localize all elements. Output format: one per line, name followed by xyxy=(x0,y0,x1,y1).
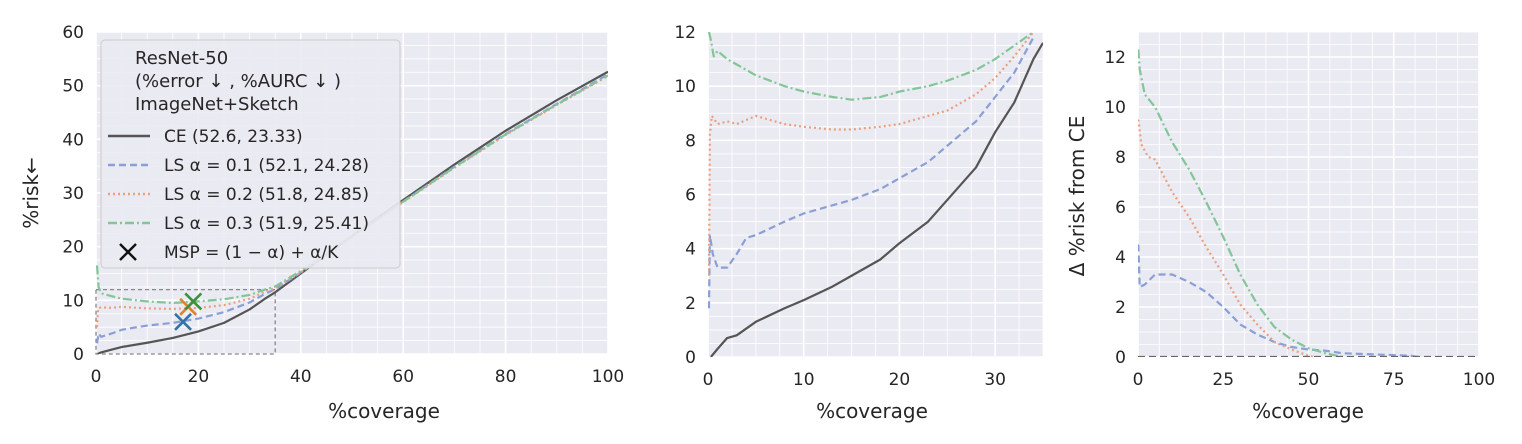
y-tick-labels: 0 2 4 6 8 10 12 xyxy=(674,23,696,368)
risk-coverage-chart-zoom: 0 10 20 30 0 2 4 6 8 10 12 %coverage xyxy=(674,23,1044,423)
y-tick-label: 0 xyxy=(73,345,84,365)
y-tick-labels: 0 2 4 6 8 10 12 xyxy=(1104,48,1126,368)
y-tick-label: 2 xyxy=(1115,298,1126,318)
y-tick-label: 12 xyxy=(1104,48,1126,68)
gridlines xyxy=(707,31,1044,358)
y-tick-label: 8 xyxy=(685,131,696,151)
series-lines xyxy=(1138,49,1479,357)
x-tick-label: 0 xyxy=(703,370,714,390)
delta-risk-chart: 0 25 50 75 100 0 2 4 6 8 10 12 %coverage Δ %risk f… xyxy=(1065,31,1496,423)
x-tick-labels: 0 20 40 60 80 100 xyxy=(91,367,625,387)
x-axis-label: %coverage xyxy=(328,399,440,423)
series-line-ls03 xyxy=(708,32,1035,101)
y-tick-label: 10 xyxy=(62,291,84,311)
x-tick-label: 40 xyxy=(290,367,312,387)
legend-label: LS α = 0.1 (52.1, 24.28) xyxy=(164,156,369,176)
y-tick-label: 0 xyxy=(685,348,696,368)
x-tick-label: 0 xyxy=(91,367,102,387)
legend-entry-ce: CE (52.6, 23.33) xyxy=(108,127,303,147)
y-axis-label: %risk← xyxy=(19,157,43,229)
series-line-ce xyxy=(710,42,1043,357)
msp-markers xyxy=(174,292,203,331)
x-axis-label: %coverage xyxy=(816,399,928,423)
x-tick-label: 20 xyxy=(889,370,911,390)
msp-marker-msp03 xyxy=(184,292,203,311)
y-tick-label: 2 xyxy=(685,294,696,314)
legend-label: CE (52.6, 23.33) xyxy=(164,127,303,147)
msp-marker-msp01 xyxy=(174,312,192,331)
x-tick-label: 25 xyxy=(1212,370,1234,390)
y-tick-label: 20 xyxy=(62,238,84,258)
y-tick-label: 40 xyxy=(62,130,84,150)
y-tick-label: 8 xyxy=(1115,148,1126,168)
legend: ResNet-50(%error ↓ , %AURC ↓ )ImageNet+S… xyxy=(100,39,401,269)
y-tick-label: 60 xyxy=(62,23,84,43)
legend-title-line: (%error ↓ , %AURC ↓ ) xyxy=(135,71,341,92)
zoom-region-box xyxy=(95,288,276,355)
legend-entry-msp: MSP = (1 − α) + α/K xyxy=(119,243,339,263)
x-tick-label: 75 xyxy=(1383,370,1405,390)
y-tick-label: 4 xyxy=(1115,248,1126,268)
x-tick-label: 10 xyxy=(793,370,815,390)
legend-label: LS α = 0.3 (51.9, 25.41) xyxy=(164,214,369,234)
series-line-ls02 xyxy=(1138,119,1320,357)
y-tick-label: 50 xyxy=(62,77,84,97)
x-tick-label: 60 xyxy=(392,367,414,387)
series-line-ls03 xyxy=(1138,49,1348,357)
legend-entry-ls03: LS α = 0.3 (51.9, 25.41) xyxy=(108,214,369,234)
y-axis-label: Δ %risk from CE xyxy=(1065,116,1089,277)
series-lines xyxy=(96,70,608,354)
x-tick-label: 20 xyxy=(188,367,210,387)
series-line-ce xyxy=(97,70,608,354)
x-tick-labels: 0 10 20 30 xyxy=(703,370,1006,390)
x-tick-label: 100 xyxy=(592,367,624,387)
y-tick-label: 4 xyxy=(685,240,696,260)
legend-label: MSP = (1 − α) + α/K xyxy=(164,243,339,263)
series-lines xyxy=(708,32,1043,357)
x-axis-label: %coverage xyxy=(1252,399,1364,423)
y-tick-label: 12 xyxy=(674,23,696,43)
y-tick-label: 30 xyxy=(62,184,84,204)
x-tick-labels: 0 25 50 75 100 xyxy=(1133,370,1496,390)
y-tick-label: 6 xyxy=(1115,198,1126,218)
x-tick-label: 100 xyxy=(1463,370,1495,390)
zoom-box xyxy=(95,288,276,355)
legend-title-line: ResNet-50 xyxy=(135,48,228,69)
legend-entry-ls02: LS α = 0.2 (51.8, 24.85) xyxy=(108,185,369,205)
y-tick-label: 10 xyxy=(674,77,696,97)
y-tick-label: 6 xyxy=(685,186,696,206)
y-tick-labels: 0 10 20 30 40 50 60 xyxy=(62,23,84,365)
risk-coverage-chart-full: 0 20 40 60 80 100 0 10 20 30 40 50 60 %coverage %ri… xyxy=(19,23,624,423)
legend-frame xyxy=(100,39,401,269)
x-tick-label: 80 xyxy=(495,367,517,387)
legend-entry-ls01: LS α = 0.1 (52.1, 24.28) xyxy=(108,156,369,176)
legend-label: LS α = 0.2 (51.8, 24.85) xyxy=(164,185,369,205)
y-tick-label: 10 xyxy=(1104,98,1126,118)
x-tick-label: 30 xyxy=(984,370,1006,390)
legend-title-line: ImageNet+Sketch xyxy=(135,94,299,115)
x-tick-label: 0 xyxy=(1133,370,1144,390)
x-tick-label: 50 xyxy=(1298,370,1320,390)
series-line-ls03 xyxy=(96,74,608,305)
y-tick-label: 0 xyxy=(1115,348,1126,368)
